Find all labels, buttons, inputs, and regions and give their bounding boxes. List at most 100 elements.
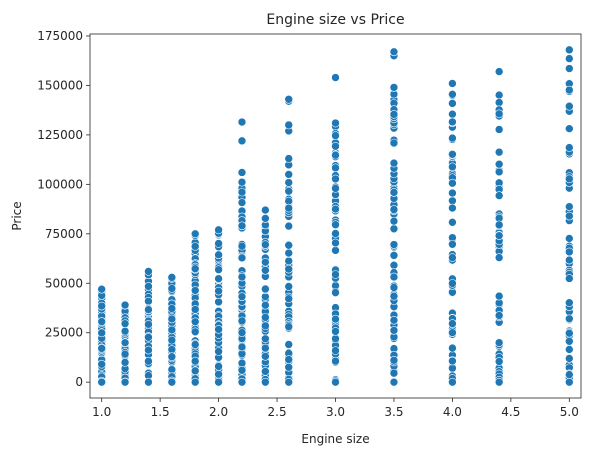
data-point: [167, 314, 177, 324]
data-point: [214, 325, 223, 334]
data-point: [261, 214, 270, 223]
data-point: [261, 300, 270, 310]
x-tick-label: 5.0: [560, 405, 579, 419]
data-point: [237, 187, 247, 197]
data-point: [565, 234, 574, 243]
data-point: [565, 255, 574, 265]
data-point: [284, 154, 294, 163]
data-point: [167, 284, 177, 293]
data-point: [565, 247, 574, 257]
data-point: [331, 174, 340, 184]
data-point: [261, 265, 270, 275]
data-point: [190, 242, 200, 251]
data-point: [494, 311, 504, 320]
data-point: [494, 377, 504, 387]
data-point: [331, 131, 340, 140]
data-point: [389, 251, 399, 260]
data-point: [284, 248, 294, 258]
data-point: [284, 240, 294, 250]
data-point: [331, 270, 340, 279]
data-point: [261, 240, 270, 249]
data-point: [284, 256, 294, 266]
data-point: [331, 163, 340, 173]
data-point: [237, 177, 247, 187]
data-point: [284, 322, 294, 332]
data-points: [97, 45, 574, 387]
data-point: [97, 317, 106, 326]
data-point: [237, 136, 247, 146]
data-point: [190, 340, 200, 349]
data-point: [331, 246, 340, 255]
data-point: [261, 284, 270, 294]
data-point: [565, 85, 574, 95]
y-tick-label: 75000: [45, 227, 83, 241]
x-tick-label: 3.0: [326, 405, 345, 419]
data-point: [565, 336, 574, 346]
data-point: [389, 260, 399, 270]
data-point: [389, 47, 399, 57]
data-point: [97, 344, 106, 353]
data-point: [494, 90, 504, 100]
data-point: [494, 191, 504, 200]
data-point: [448, 196, 457, 206]
data-point: [448, 279, 457, 288]
data-point: [214, 347, 223, 356]
data-point: [237, 358, 247, 368]
data-point: [448, 99, 457, 108]
data-point: [144, 282, 153, 291]
data-point: [190, 317, 200, 327]
data-point: [167, 377, 177, 387]
data-point: [565, 298, 574, 308]
data-point: [565, 377, 574, 387]
data-point: [97, 377, 106, 387]
data-point: [389, 377, 399, 387]
data-point: [494, 167, 504, 177]
data-point: [261, 334, 270, 344]
data-point: [494, 291, 504, 301]
data-point: [331, 288, 340, 297]
data-point: [448, 203, 457, 213]
data-point: [565, 274, 574, 283]
data-point: [214, 297, 223, 307]
data-point: [237, 117, 247, 127]
data-point: [214, 250, 223, 260]
data-point: [331, 141, 340, 151]
data-point: [190, 377, 200, 387]
data-point: [214, 369, 223, 379]
data-point: [448, 117, 457, 127]
data-point: [237, 168, 247, 177]
y-axis-ticks: 0 25000 50000 75000 100000 125000 150000 175000: [37, 29, 90, 389]
data-point: [389, 368, 399, 378]
x-tick-label: 1.5: [151, 405, 170, 419]
data-point: [214, 225, 223, 235]
data-point: [120, 349, 130, 359]
data-point: [448, 319, 457, 328]
data-point: [120, 300, 130, 310]
data-point: [167, 365, 177, 374]
data-point: [144, 267, 153, 276]
data-point: [389, 110, 399, 119]
data-point: [448, 90, 457, 99]
data-point: [389, 355, 399, 365]
data-point: [494, 125, 504, 134]
data-point: [97, 284, 106, 294]
data-point: [237, 198, 247, 207]
data-point: [261, 257, 270, 267]
data-point: [120, 319, 130, 328]
data-point: [565, 370, 574, 379]
data-point: [331, 184, 340, 193]
x-axis-label: Engine size: [301, 432, 369, 446]
data-point: [237, 292, 247, 301]
data-point: [494, 357, 504, 366]
data-point: [389, 83, 399, 92]
data-point: [448, 343, 457, 353]
x-tick-label: 3.5: [384, 405, 403, 419]
data-point: [144, 356, 153, 366]
data-point: [214, 286, 223, 296]
data-point: [331, 377, 340, 387]
y-tick-label: 150000: [37, 78, 83, 92]
data-point: [237, 241, 247, 251]
data-point: [261, 367, 270, 376]
